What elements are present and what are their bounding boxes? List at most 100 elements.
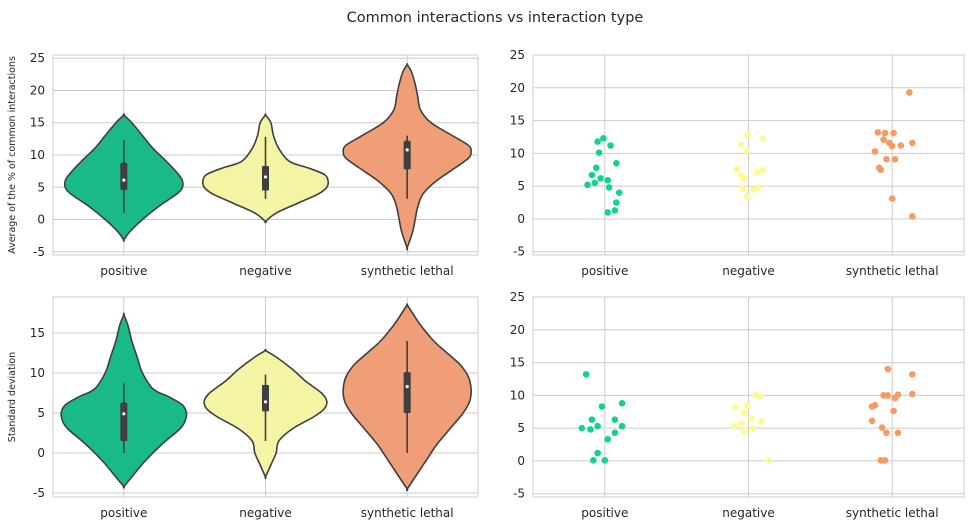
point-synthetic-lethal	[868, 417, 876, 425]
point-positive	[582, 371, 590, 378]
point-negative	[748, 415, 755, 422]
point-positive	[587, 426, 594, 433]
y-tick-label: 0	[37, 446, 45, 460]
y-tick-label: 10	[30, 366, 45, 380]
point-synthetic-lethal	[883, 429, 890, 437]
y-tick-label: 25	[510, 48, 525, 62]
point-positive	[611, 416, 619, 423]
point-negative	[743, 402, 751, 410]
point-synthetic-lethal	[877, 166, 884, 174]
x-tick-label: positive	[581, 506, 628, 520]
point-negative	[733, 165, 741, 173]
point-negative	[743, 148, 751, 155]
point-synthetic-lethal	[880, 392, 887, 399]
x-tick-label: synthetic lethal	[846, 506, 939, 520]
point-synthetic-lethal	[881, 129, 889, 137]
violin-plot-average: -5 0 5 10 15 20 25 positive negative synthetic le…	[7, 51, 479, 278]
y-tick-label: -5	[513, 245, 525, 259]
plot-frame	[52, 54, 479, 256]
violin-median	[405, 148, 409, 152]
point-positive	[604, 209, 612, 216]
point-positive	[592, 164, 600, 172]
y-tick-label: 20	[510, 323, 525, 337]
point-positive	[584, 181, 591, 189]
point-synthetic-lethal	[908, 213, 916, 220]
point-negative	[739, 185, 747, 193]
y-tick-label: 15	[30, 116, 45, 130]
point-negative	[755, 184, 762, 191]
y-axis-label: Average of the % of common interactions	[7, 56, 18, 254]
point-positive	[615, 189, 623, 197]
point-positive	[618, 422, 626, 430]
point-negative	[749, 424, 757, 432]
point-synthetic-lethal	[890, 129, 897, 137]
plot-frame	[532, 296, 965, 498]
x-tick-label: positive	[100, 264, 147, 278]
violin-median	[122, 412, 126, 416]
y-tick-label: 0	[517, 212, 525, 226]
point-positive	[604, 176, 612, 184]
point-synthetic-lethal	[908, 371, 916, 378]
point-negative	[753, 169, 761, 176]
y-tick-label: 5	[517, 421, 525, 435]
x-tick-label: negative	[722, 264, 774, 278]
point-positive	[595, 149, 603, 157]
point-synthetic-lethal	[888, 195, 896, 202]
point-positive	[613, 159, 620, 167]
point-positive	[591, 179, 599, 187]
point-positive	[613, 199, 620, 206]
y-tick-label: 20	[30, 83, 45, 97]
point-positive	[607, 142, 614, 149]
violin-median	[263, 175, 268, 179]
violin-median	[405, 385, 409, 389]
point-negative	[740, 409, 748, 417]
point-negative	[759, 166, 767, 174]
point-synthetic-lethal	[891, 394, 899, 402]
plot-frame	[52, 296, 479, 498]
y-tick-label: -5	[33, 245, 45, 259]
y-tick-label: 25	[510, 290, 525, 304]
x-tick-label: synthetic lethal	[846, 264, 939, 278]
point-positive	[594, 422, 601, 430]
point-synthetic-lethal	[868, 403, 876, 410]
point-synthetic-lethal	[894, 429, 902, 437]
y-tick-label: 15	[30, 326, 45, 340]
point-synthetic-lethal	[871, 148, 879, 155]
point-positive	[597, 174, 604, 182]
y-tick-label: 25	[30, 51, 45, 65]
plot-frame	[532, 54, 965, 256]
violin-iqr-box	[120, 402, 128, 441]
point-positive	[601, 456, 609, 464]
point-positive	[578, 424, 586, 432]
y-tick-label: 20	[510, 81, 525, 95]
x-tick-label: negative	[239, 264, 291, 278]
violin-median	[263, 400, 268, 404]
strip-plot-stddev: -5 0 5 10 15 20 25 positive negative synthetic le…	[510, 290, 965, 520]
y-tick-label: 5	[517, 179, 525, 193]
y-tick-label: 0	[517, 454, 525, 468]
y-tick-label: -5	[33, 486, 45, 500]
y-tick-label: 10	[510, 146, 525, 160]
point-positive	[588, 416, 596, 423]
point-negative	[749, 186, 757, 193]
y-tick-label: 10	[30, 148, 45, 162]
point-synthetic-lethal	[908, 139, 916, 147]
point-negative	[765, 456, 772, 464]
point-synthetic-lethal	[884, 365, 892, 373]
violin-median	[122, 178, 126, 182]
figure-title: Common interactions vs interaction type	[347, 10, 644, 26]
point-negative	[743, 131, 751, 139]
point-positive	[604, 435, 612, 443]
point-positive	[594, 449, 601, 457]
violin-iqr-box	[120, 162, 128, 190]
point-negative	[732, 403, 739, 411]
x-tick-label: synthetic lethal	[361, 264, 454, 278]
point-negative	[740, 427, 748, 435]
point-synthetic-lethal	[880, 136, 887, 143]
y-axis-label: Standard deviation	[7, 352, 18, 442]
point-synthetic-lethal	[874, 129, 882, 136]
y-tick-label: 0	[37, 213, 45, 227]
point-positive	[611, 429, 619, 437]
point-positive	[600, 134, 607, 142]
violin-iqr-box	[403, 140, 411, 170]
